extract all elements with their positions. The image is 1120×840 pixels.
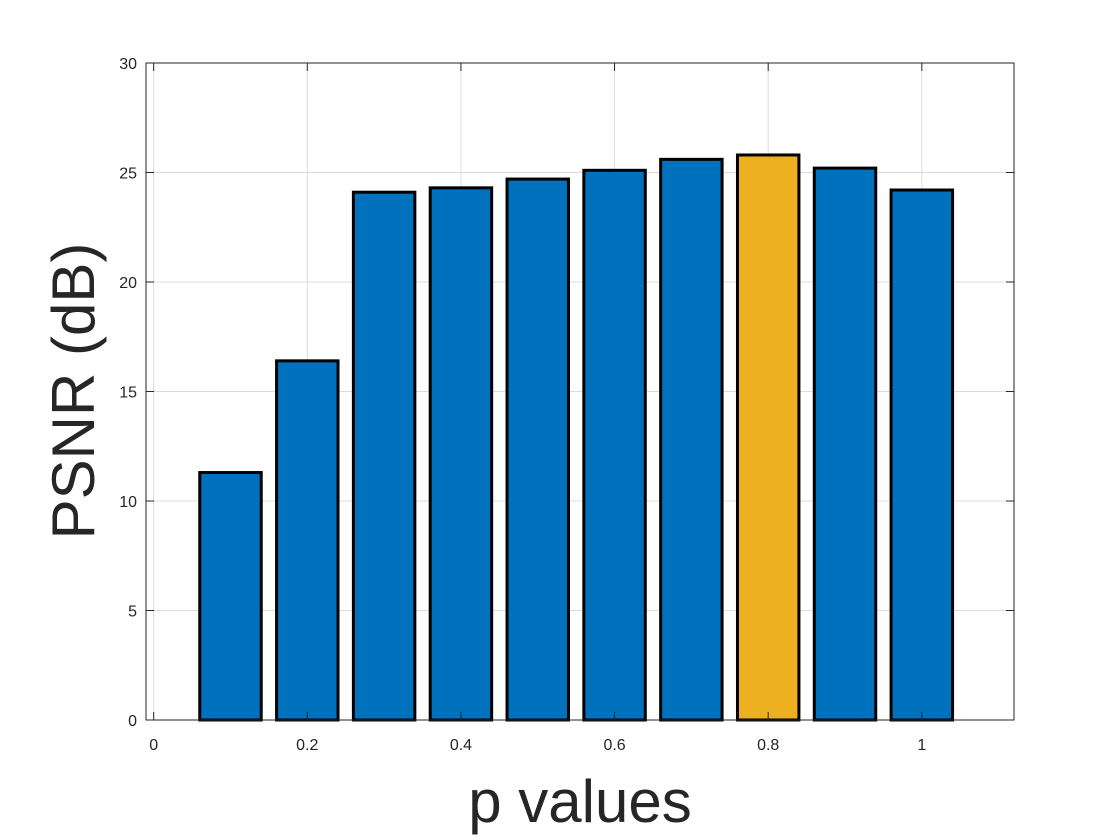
y-tick-labels: 0 5 10 15 20 25 30 (119, 56, 137, 730)
bar (198, 471, 263, 722)
y-axis-label: PSNR (dB) (40, 243, 107, 540)
y-tick-label: 30 (119, 56, 137, 73)
bar (275, 359, 340, 722)
x-tick-labels: 0 0.2 0.4 0.6 0.8 1 (149, 737, 926, 754)
bar-highlight (735, 153, 801, 722)
x-tick-label: 0.2 (296, 737, 318, 754)
bars (198, 153, 955, 722)
y-tick-label: 0 (128, 713, 137, 730)
x-tick-label: 0.8 (757, 737, 779, 754)
y-tick-label: 15 (119, 385, 137, 402)
y-tick-label: 20 (119, 275, 137, 292)
bar (812, 166, 878, 722)
x-tick-label: 1 (917, 737, 926, 754)
x-tick-label: 0.6 (603, 737, 625, 754)
y-tick-label: 10 (119, 494, 137, 511)
tick-marks (146, 62, 1014, 721)
bar (351, 190, 417, 722)
bar (659, 157, 724, 722)
y-tick-label: 5 (128, 604, 137, 621)
x-tick-label: 0.4 (450, 737, 472, 754)
x-axis-label: p values (468, 768, 691, 835)
y-tick-label: 25 (119, 166, 137, 183)
bar (582, 168, 647, 722)
bar (889, 188, 955, 722)
x-tick-label: 0 (149, 737, 158, 754)
bar (428, 186, 494, 722)
bar (505, 177, 570, 722)
